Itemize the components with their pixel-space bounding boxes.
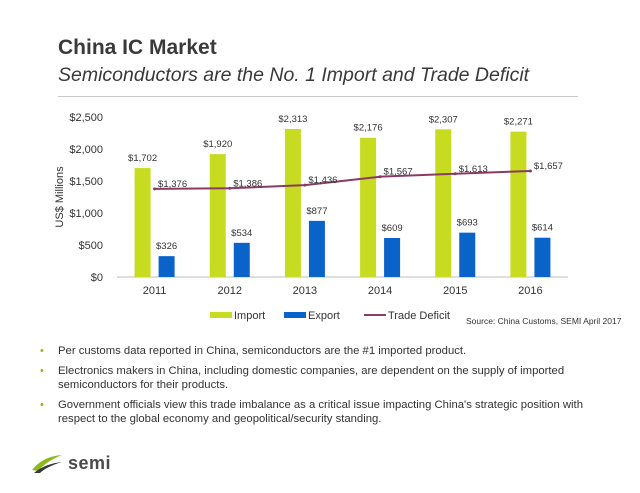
y-axis-title: US$ Millions [54,166,66,228]
bullet-dot-icon: • [40,345,44,357]
slide-title: China IC Market [58,36,217,59]
export-bar [534,237,551,277]
trade-deficit-data-label: $1,386 [233,178,262,189]
legend-label-trade-deficit: Trade Deficit [388,310,450,322]
legend-label-import: Import [234,310,265,322]
bullet-item: • Government officials view this trade i… [40,398,620,426]
export-bar [308,220,325,277]
y-tick-label: $1,000 [69,208,103,220]
import-bar [435,129,452,277]
y-tick-label: $0 [91,272,103,284]
bullet-text: Government officials view this trade imb… [58,399,583,425]
y-tick-label: $2,500 [69,112,103,124]
legend-swatch-export [284,312,306,318]
export-data-label: $326 [156,241,177,252]
bullet-text: Per customs data reported in China, semi… [58,345,467,357]
legend-label-export: Export [308,310,340,322]
export-data-label: $693 [457,218,478,229]
x-tick-label: 2011 [143,285,167,297]
title-divider [58,96,578,97]
y-tick-label: $1,500 [69,176,103,188]
export-data-label: $614 [532,223,553,234]
import-data-label: $1,702 [128,153,157,164]
x-tick-label: 2015 [443,285,467,297]
x-tick-label: 2013 [293,285,317,297]
trade-deficit-point [453,172,457,176]
y-tick-label: $500 [79,240,103,252]
import-data-label: $2,271 [504,117,533,128]
trade-deficit-point [378,175,382,179]
export-data-label: $534 [231,228,252,239]
legend-swatch-import [210,312,232,318]
trade-deficit-data-label: $1,436 [308,175,337,186]
trade-deficit-data-label: $1,567 [384,167,413,178]
import-data-label: $2,176 [354,123,383,134]
y-tick-label: $2,000 [69,144,103,156]
trade-deficit-point [528,169,532,173]
bullet-dot-icon: • [40,365,44,377]
import-data-label: $2,313 [278,114,307,125]
trade-deficit-point [303,183,307,187]
bullet-list: • Per customs data reported in China, se… [40,344,620,432]
bullet-text: Electronics makers in China, including d… [58,365,565,391]
x-tick-label: 2016 [518,285,542,297]
bullet-item: • Per customs data reported in China, se… [40,344,620,358]
source-note: Source: China Customs, SEMI April 2017 [466,316,622,326]
import-bar [510,131,527,277]
x-tick-label: 2014 [368,285,392,297]
import-bar [209,154,226,277]
trade-deficit-point [153,187,157,191]
semi-logo-text: semi [68,452,112,473]
trade-deficit-point [228,186,232,190]
bullet-dot-icon: • [40,399,44,411]
import-bar [284,128,301,277]
export-data-label: $609 [382,223,403,234]
semi-swoosh-icon [32,455,62,473]
import-bar [134,168,151,277]
trade-deficit-line [154,169,531,190]
trade-deficit-data-label: $1,657 [534,161,563,172]
export-data-label: $877 [306,206,327,217]
x-tick-label: 2012 [218,285,242,297]
export-bar [459,232,476,277]
export-bar [384,238,401,277]
import-bar [360,137,377,277]
import-data-label: $2,307 [429,114,458,125]
trade-deficit-data-label: $1,376 [158,179,187,190]
export-bar [158,256,175,277]
china-ic-market-chart: $0 $500 $1,000 $1,500 $2,000 $2,500 US$ Millio… [54,112,568,322]
semi-logo: semi [30,452,111,474]
bullet-item: • Electronics makers in China, including… [40,364,620,392]
slide-subtitle: Semiconductors are the No. 1 Import and … [58,64,530,86]
import-data-label: $1,920 [203,139,232,150]
export-bar [233,242,250,277]
trade-deficit-data-label: $1,613 [459,164,488,175]
